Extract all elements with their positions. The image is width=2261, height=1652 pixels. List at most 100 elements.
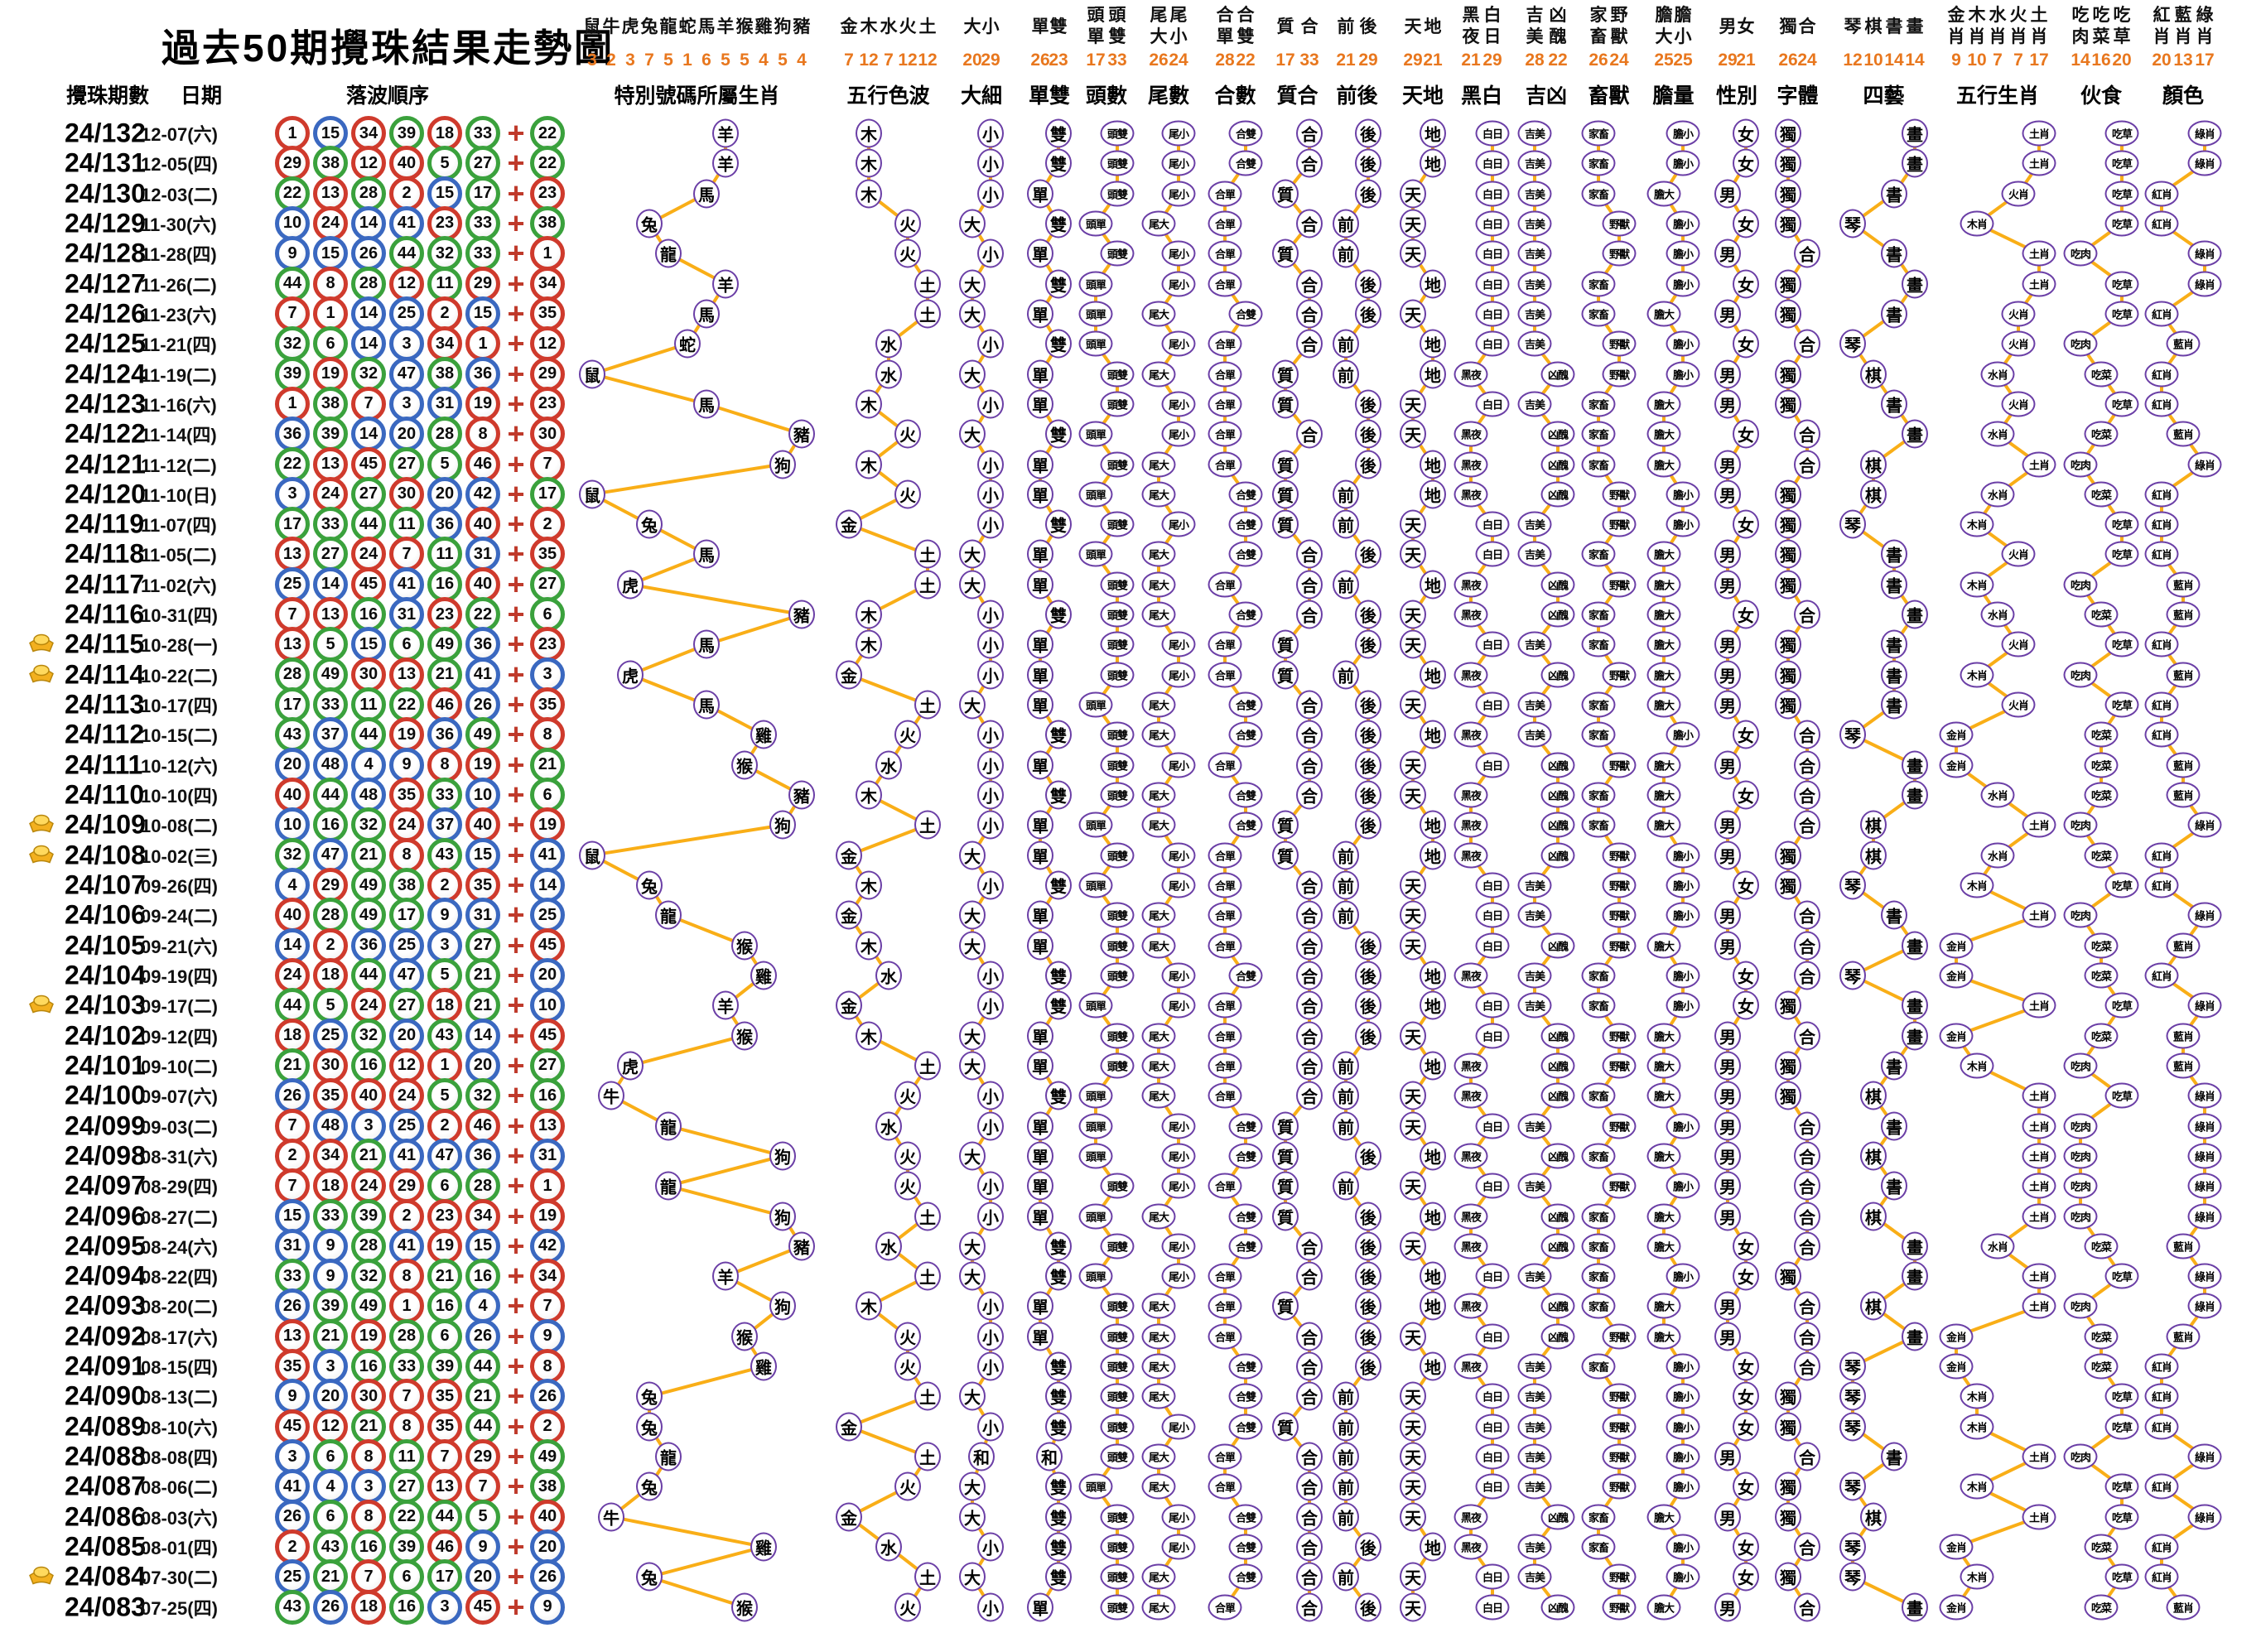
trend-circle-animal: 野獸 (1602, 240, 1637, 267)
trend-circle-art: 棋 (1860, 479, 1887, 509)
trend-circle-sky: 地 (1420, 1202, 1446, 1231)
header-count-animal: 26 (1588, 51, 1608, 70)
trend-circle-zodiac: 羊 (712, 148, 739, 178)
trend-circle-element: 土 (914, 539, 941, 569)
trend-circle-food: 吃肉 (2063, 571, 2098, 598)
trend-circle-element: 水 (875, 1111, 902, 1141)
trend-circle-gender: 女 (1733, 1231, 1759, 1261)
trend-circle-animal: 野獸 (1602, 361, 1637, 388)
column-title-date: 日期 (180, 84, 223, 108)
trend-circle-bold: 膽小 (1666, 1473, 1700, 1500)
trend-circle-zodiac: 虎 (617, 660, 644, 690)
trend-circle-zodiac: 龍 (655, 1111, 682, 1141)
trend-circle-luck: 吉美 (1517, 150, 1552, 176)
trend-circle-luck: 吉美 (1517, 391, 1552, 417)
trend-circle-color: 紅肖 (2144, 391, 2179, 417)
gold-ingot-icon (27, 993, 56, 1019)
trend-circle-parity: 雙 (1045, 148, 1072, 178)
header-label-head: 雙 (1108, 27, 1126, 46)
trend-circle-element: 木 (856, 1021, 882, 1051)
trend-circle-prime: 合 (1296, 329, 1323, 359)
trend-circle-bold: 膽小 (1666, 330, 1700, 357)
header-label-zodiac: 狗 (774, 17, 792, 36)
header-label-element: 木 (860, 17, 878, 36)
trend-circle-head: 頭雙 (1100, 120, 1135, 147)
plus-icon: + (507, 1589, 525, 1624)
trend-circle-element: 金 (836, 660, 862, 690)
trend-circle-size: 大 (959, 931, 986, 961)
trend-circle-fb: 後 (1355, 780, 1381, 810)
trend-circle-animal: 野獸 (1602, 1473, 1637, 1500)
column-title-zodiac: 特別號碼所屬生肖 (614, 84, 780, 108)
header-count-elemzo: 17 (2029, 51, 2049, 70)
trend-circle-bold: 膽小 (1666, 1113, 1700, 1139)
trend-circle-fb: 後 (1355, 1351, 1381, 1381)
trend-circle-bold: 膽大 (1646, 541, 1681, 567)
trend-circle-element: 水 (875, 1532, 902, 1562)
trend-circle-zodiac: 猴 (731, 931, 758, 961)
trend-circle-head: 頭單 (1078, 812, 1113, 838)
trend-circle-bw: 黑夜 (1454, 962, 1488, 989)
header-label-color: 肖 (2174, 27, 2192, 46)
header-label-luck: 美 (1526, 27, 1544, 46)
trend-circle-luck: 吉美 (1517, 1473, 1552, 1500)
trend-circle-fb: 前 (1333, 570, 1359, 600)
trend-circle-bold: 膽大 (1646, 691, 1681, 718)
trend-circle-bold: 膽大 (1646, 782, 1681, 808)
trend-circle-art: 畫 (1902, 118, 1928, 148)
trend-circle-gender: 男 (1714, 570, 1741, 600)
header-label-elemzo: 肖 (1989, 27, 2007, 46)
trend-circle-fb: 後 (1355, 1592, 1381, 1622)
plus-icon: + (507, 116, 525, 150)
trend-circle-animal: 家畜 (1581, 992, 1616, 1019)
trend-circle-bold: 膽大 (1646, 1594, 1681, 1621)
trend-circle-tail: 尾小 (1161, 842, 1196, 869)
trend-circle-element: 木 (856, 780, 882, 810)
trend-circle-size: 大 (959, 1562, 986, 1592)
trend-circle-bw: 白日 (1475, 511, 1510, 537)
trend-circle-gender: 男 (1714, 1021, 1741, 1051)
trend-circle-size: 和 (968, 1442, 995, 1471)
trend-circle-bold: 膽小 (1666, 902, 1700, 928)
trend-circle-head: 頭雙 (1100, 932, 1135, 959)
column-title-parity: 單雙 (1028, 84, 1071, 108)
trend-circle-parity: 單 (1027, 1291, 1053, 1321)
trend-circle-head: 頭單 (1078, 481, 1113, 508)
trend-circle-color: 紅肖 (2144, 691, 2179, 718)
trend-circle-elemzo: 土肖 (2022, 271, 2056, 297)
trend-circle-size: 小 (977, 600, 1004, 629)
trend-circle-fb: 前 (1333, 359, 1359, 389)
trend-circle-element: 火 (894, 1081, 921, 1110)
header-label-art: 畫 (1906, 17, 1924, 36)
drawn-ball: 3 (427, 1589, 462, 1625)
trend-circle-food: 吃草 (2104, 1473, 2139, 1500)
gold-ingot-icon (27, 812, 56, 838)
header-label-color: 藍 (2174, 6, 2192, 25)
trend-circle-luck: 吉美 (1517, 631, 1552, 657)
trend-circle-gender: 女 (1733, 1351, 1759, 1381)
column-title-sky: 天地 (1401, 84, 1444, 108)
trend-circle-zodiac: 猴 (731, 1021, 758, 1051)
trend-circle-sum: 合雙 (1228, 541, 1263, 567)
header-label-size: 大 (963, 17, 981, 36)
trend-circle-parity: 單 (1027, 690, 1053, 720)
header-count-sum: 22 (1236, 51, 1256, 70)
trend-circle-head: 頭雙 (1100, 1023, 1135, 1049)
trend-circle-color: 紅肖 (2144, 511, 2179, 537)
trend-circle-luck: 吉美 (1517, 330, 1552, 357)
trend-circle-zodiac: 蛇 (674, 329, 701, 359)
trend-circle-parity: 雙 (1045, 1532, 1072, 1562)
trend-circle-zodiac: 牛 (598, 1081, 624, 1110)
trend-circle-tail: 尾大 (1141, 481, 1176, 508)
trend-circle-size: 小 (977, 389, 1004, 419)
trend-circle-elemzo: 水肖 (1980, 481, 2015, 508)
trend-circle-art: 琴 (1839, 1562, 1866, 1592)
trend-circle-food: 吃草 (2104, 511, 2139, 537)
trend-circle-size: 小 (977, 1592, 1004, 1622)
trend-circle-elemzo: 金肖 (1939, 932, 1974, 959)
gold-ingot-icon (27, 842, 56, 868)
header-count-bold: 25 (1654, 51, 1674, 70)
header-count-color: 20 (2152, 51, 2172, 70)
drawn-ball: 34 (351, 116, 386, 151)
